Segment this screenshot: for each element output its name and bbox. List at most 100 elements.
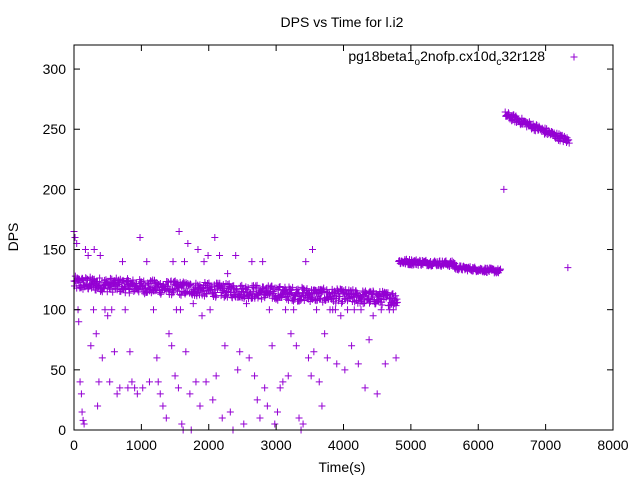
data-point [139,384,147,392]
data-point [258,295,266,303]
data-point [323,354,331,362]
y-tick-label: 300 [43,61,67,77]
data-point [313,306,321,314]
legend: pg18beta1o2nofp.cx10dc32r128 [348,48,578,68]
data-point [369,312,377,320]
data-point [259,283,267,291]
legend-part-base: pg18beta1 [348,48,414,64]
data-point [159,402,167,410]
x-tick-label: 0 [70,437,78,453]
data-point [565,136,573,144]
data-point [253,396,261,404]
data-point [279,378,287,386]
data-point [244,284,252,292]
x-tick-label: 2000 [193,437,224,453]
x-tick-label: 5000 [395,437,426,453]
data-point [212,372,220,380]
data-point [110,348,118,356]
data-point [194,246,202,254]
data-point [185,282,193,290]
chart-title: DPS vs Time for l.i2 [281,14,404,30]
data-point [126,348,134,356]
data-point [169,289,177,297]
data-point [233,285,241,293]
data-point [196,402,204,410]
data-point [234,366,242,374]
data-point [211,234,219,241]
data-point [182,348,190,356]
data-point [341,366,349,374]
data-point [222,292,230,300]
data-point [175,227,183,235]
data-point [111,284,119,292]
data-point [240,420,248,428]
data-point [366,299,374,307]
y-tick-label: 50 [50,362,66,378]
data-point [373,390,381,398]
data-point [337,312,345,320]
data-point [292,342,300,350]
data-point [268,342,276,350]
data-point [392,292,400,300]
y-tick-label: 200 [43,181,67,197]
data-point [168,342,176,350]
data-point [236,348,244,356]
data-point [96,274,104,282]
data-point [263,402,271,410]
data-point [238,281,246,289]
legend-part-sub2: c [496,57,501,68]
data-point [282,306,290,314]
data-point [162,414,170,422]
data-point [393,298,401,306]
data-point [95,378,103,386]
data-point [224,270,232,278]
data-point [216,252,224,260]
data-point [496,265,504,273]
x-tick-label: 8000 [597,437,628,453]
data-point [295,414,303,422]
data-point [226,408,234,416]
data-point [116,384,124,392]
y-axis-ticks: 0 50 100 150 200 250 300 [43,61,613,438]
data-point [198,312,206,320]
data-point [496,266,504,274]
data-point [171,372,179,380]
data-point [249,288,257,296]
legend-part-tail: 32r128 [501,48,545,64]
data-point [300,297,308,305]
data-point [350,306,358,314]
legend-series-label: pg18beta1o2nofp.cx10dc32r128 [348,48,545,68]
data-point [261,384,269,392]
legend-part-mid: 2nofp.cx10d [420,48,496,64]
x-tick-label: 6000 [463,437,494,453]
data-point [77,390,85,398]
data-point [565,139,573,147]
data-point [124,384,132,392]
legend-point-marker [570,53,578,61]
data-point [384,289,392,297]
data-point [299,420,307,428]
data-point [238,288,246,296]
data-point [203,290,211,298]
data-point [333,360,341,368]
data-point [106,378,114,386]
data-point [359,300,367,308]
data-point [265,306,273,314]
data-point [273,408,281,416]
data-point [514,116,522,124]
data-point [276,283,284,291]
data-point [338,299,346,307]
y-tick-label: 0 [58,422,66,438]
data-point [79,416,87,424]
data-point [378,301,386,309]
data-point [128,378,136,386]
data-point [165,330,173,338]
data-point [202,378,210,386]
data-point [232,252,240,260]
data-point [109,288,117,296]
data-point [290,306,298,314]
data-point [81,246,89,254]
x-axis-ticks: 0 1000 2000 3000 4000 5000 6000 7000 8000 [70,45,629,453]
data-point [388,290,396,298]
data-point [113,390,121,398]
